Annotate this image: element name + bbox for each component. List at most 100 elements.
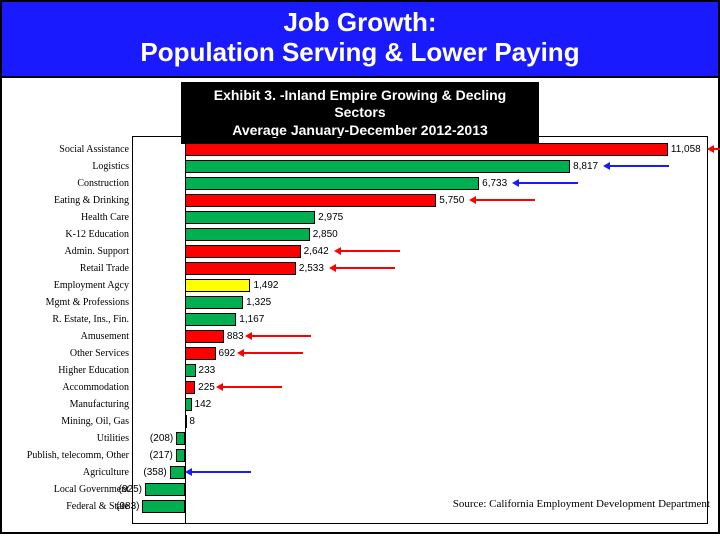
value-label: (208) — [150, 430, 173, 447]
bar-row: Social Assistance11,058 — [133, 141, 707, 158]
value-label: 883 — [227, 328, 244, 345]
bar-row: Logistics8,817 — [133, 158, 707, 175]
bar-row: Other Services692 — [133, 345, 707, 362]
category-label: Other Services — [70, 345, 129, 362]
bar — [185, 313, 236, 326]
value-label: (983) — [116, 498, 139, 515]
category-label: Social Assistance — [59, 141, 129, 158]
bar-row: Publish, telecomm, Other(217) — [133, 447, 707, 464]
value-label: 11,058 — [671, 141, 701, 158]
value-label: 2,642 — [304, 243, 329, 260]
category-label: Agriculture — [83, 464, 129, 481]
value-label: 6,733 — [482, 175, 507, 192]
bar — [185, 279, 250, 292]
category-label: Amusement — [81, 328, 129, 345]
category-label: Publish, telecomm, Other — [27, 447, 129, 464]
bar — [185, 364, 195, 377]
value-label: (925) — [119, 481, 142, 498]
bar — [185, 381, 195, 394]
bar-row: R. Estate, Ins., Fin.1,167 — [133, 311, 707, 328]
red-arrow-icon — [475, 199, 535, 201]
bar-row: Health Care2,975 — [133, 209, 707, 226]
bar — [185, 398, 191, 411]
category-label: Mgmt & Professions — [46, 294, 129, 311]
bar-row: Accommodation225 — [133, 379, 707, 396]
value-label: 142 — [195, 396, 212, 413]
category-label: Mining, Oil, Gas — [61, 413, 129, 430]
value-label: 2,533 — [299, 260, 324, 277]
bar-row: Amusement883 — [133, 328, 707, 345]
bar — [185, 262, 296, 275]
bar — [185, 330, 224, 343]
value-label: 2,850 — [313, 226, 338, 243]
category-label: Accommodation — [62, 379, 129, 396]
chart-title-line1: Exhibit 3. -Inland Empire Growing & Decl… — [196, 87, 524, 122]
bar-row: Agriculture(358) — [133, 464, 707, 481]
category-label: Manufacturing — [70, 396, 129, 413]
red-arrow-icon — [335, 267, 395, 269]
header-line1: Job Growth: — [2, 8, 718, 38]
bar-row: Local Government(925) — [133, 481, 707, 498]
plot-area: Social Assistance11,058Logistics8,817Con… — [132, 136, 708, 524]
bar-row: Utilities(208) — [133, 430, 707, 447]
value-label: 2,975 — [318, 209, 343, 226]
slide-header: Job Growth: Population Serving & Lower P… — [0, 0, 720, 78]
category-label: Employment Agcy — [54, 277, 129, 294]
bar — [145, 483, 185, 496]
value-label: 692 — [219, 345, 236, 362]
value-label: 1,492 — [253, 277, 278, 294]
chart-source: Source: California Employment Developmen… — [453, 498, 710, 510]
value-label: 8,817 — [573, 158, 598, 175]
red-arrow-icon — [222, 386, 282, 388]
bar — [185, 143, 668, 156]
chart-container: Exhibit 3. -Inland Empire Growing & Decl… — [0, 78, 720, 534]
value-label: 233 — [199, 362, 216, 379]
bar — [185, 211, 315, 224]
bar-row: Mining, Oil, Gas8 — [133, 413, 707, 430]
bar-row: Admin. Support2,642 — [133, 243, 707, 260]
bar-row: Eating & Drinking5,750 — [133, 192, 707, 209]
red-arrow-icon — [340, 250, 400, 252]
bar-row: Retail Trade2,533 — [133, 260, 707, 277]
bar-row: Mgmt & Professions1,325 — [133, 294, 707, 311]
red-arrow-icon — [251, 335, 311, 337]
red-arrow-icon — [243, 352, 303, 354]
bar-row: K-12 Education2,850 — [133, 226, 707, 243]
value-label: (358) — [143, 464, 166, 481]
header-line2: Population Serving & Lower Paying — [2, 38, 718, 68]
bar-row: Construction6,733 — [133, 175, 707, 192]
bar-row: Higher Education233 — [133, 362, 707, 379]
category-label: Eating & Drinking — [54, 192, 129, 209]
blue-arrow-icon — [609, 165, 669, 167]
blue-arrow-icon — [191, 471, 251, 473]
bar — [185, 296, 243, 309]
bar-row: Manufacturing142 — [133, 396, 707, 413]
bar — [185, 228, 309, 241]
category-label: Retail Trade — [80, 260, 129, 277]
bar — [176, 432, 185, 445]
value-label: 1,325 — [246, 294, 271, 311]
category-label: R. Estate, Ins., Fin. — [52, 311, 129, 328]
value-label: 8 — [189, 413, 195, 430]
category-label: Construction — [77, 175, 129, 192]
bar — [185, 415, 187, 428]
value-label: (217) — [150, 447, 173, 464]
category-label: K-12 Education — [65, 226, 129, 243]
bar-row: Employment Agcy1,492 — [133, 277, 707, 294]
category-label: Health Care — [81, 209, 129, 226]
category-label: Logistics — [92, 158, 129, 175]
value-label: 5,750 — [439, 192, 464, 209]
bar — [170, 466, 186, 479]
blue-arrow-icon — [518, 182, 578, 184]
bar — [142, 500, 185, 513]
bar — [185, 245, 300, 258]
category-label: Admin. Support — [65, 243, 129, 260]
red-arrow-icon — [713, 148, 720, 150]
bar — [185, 177, 479, 190]
category-label: Utilities — [97, 430, 129, 447]
category-label: Higher Education — [58, 362, 129, 379]
value-label: 225 — [198, 379, 215, 396]
bar — [185, 160, 570, 173]
value-label: 1,167 — [239, 311, 264, 328]
bar — [176, 449, 185, 462]
